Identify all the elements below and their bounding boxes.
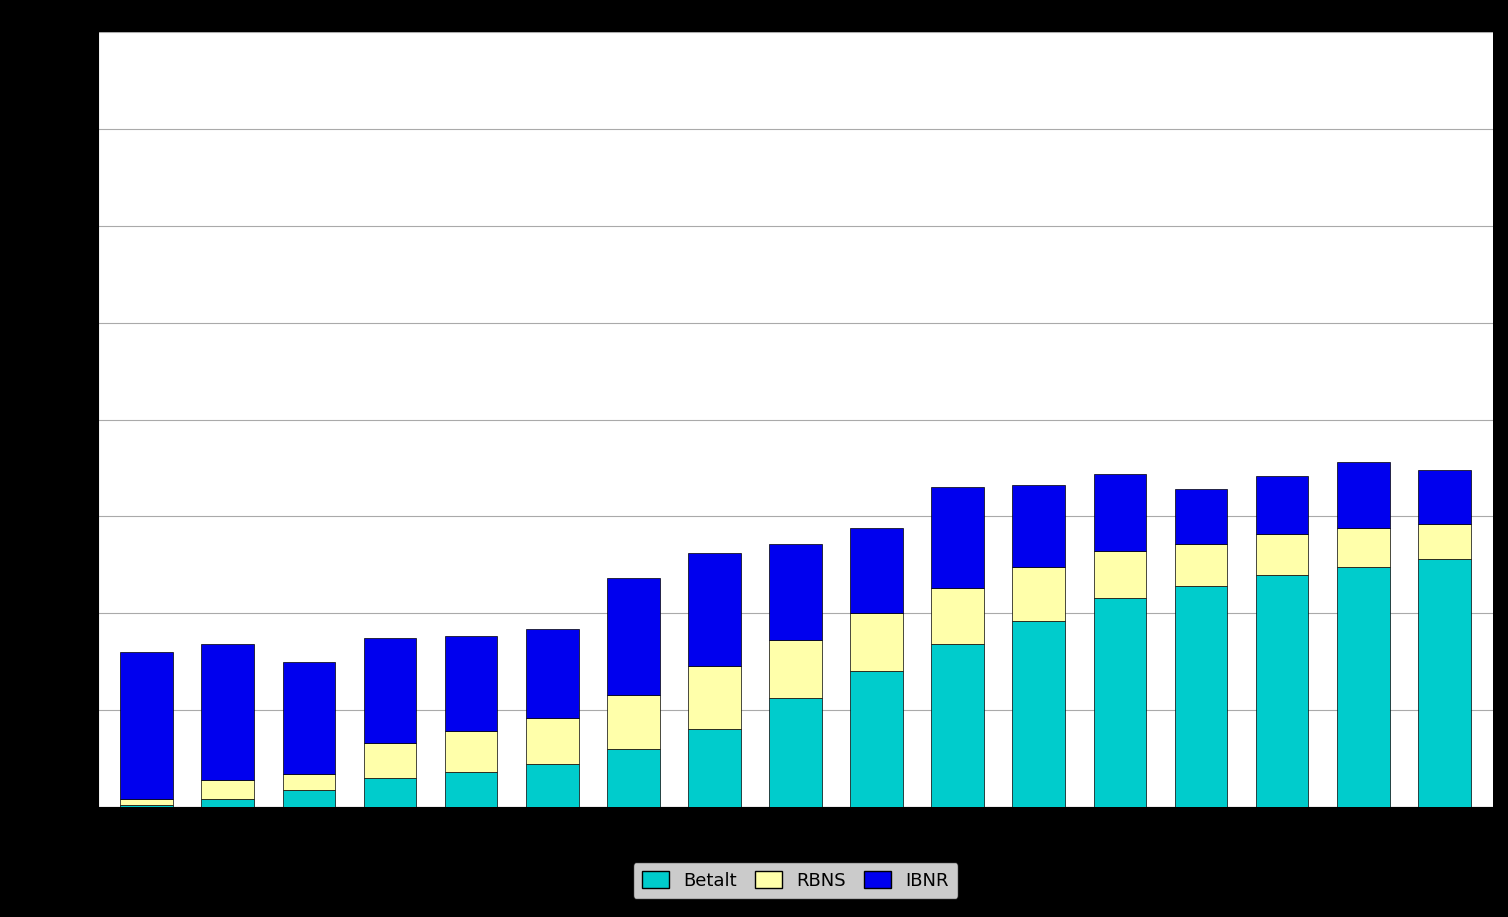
Bar — [282, 662, 335, 774]
Bar — [606, 749, 659, 807]
Bar — [769, 699, 822, 807]
Bar — [282, 790, 335, 807]
Bar — [932, 645, 985, 807]
Bar — [526, 629, 579, 718]
Bar — [121, 652, 173, 800]
Bar — [1175, 586, 1228, 807]
Bar — [363, 743, 416, 778]
Bar — [363, 778, 416, 807]
Bar — [282, 774, 335, 790]
Bar — [1175, 544, 1228, 586]
Bar — [121, 800, 173, 805]
Bar — [1418, 559, 1470, 807]
Bar — [1256, 476, 1309, 534]
Bar — [688, 730, 740, 807]
Bar — [1418, 525, 1470, 559]
Bar — [688, 553, 740, 666]
Bar — [851, 528, 903, 613]
Bar — [932, 588, 985, 645]
Bar — [606, 694, 659, 749]
Bar — [1336, 462, 1389, 528]
Bar — [526, 765, 579, 807]
Bar — [1012, 567, 1065, 621]
Bar — [932, 487, 985, 588]
Bar — [1256, 574, 1309, 807]
Bar — [445, 636, 498, 732]
Bar — [526, 718, 579, 765]
Bar — [202, 779, 255, 800]
Bar — [1175, 490, 1228, 544]
Bar — [121, 805, 173, 807]
Bar — [1012, 621, 1065, 807]
Bar — [1093, 598, 1146, 807]
Bar — [445, 772, 498, 807]
Bar — [1256, 534, 1309, 574]
Bar — [769, 640, 822, 699]
Bar — [1012, 485, 1065, 567]
Bar — [688, 666, 740, 730]
Bar — [202, 645, 255, 779]
Bar — [202, 800, 255, 807]
Bar — [363, 638, 416, 743]
Bar — [1093, 474, 1146, 551]
Bar — [769, 544, 822, 640]
Bar — [606, 579, 659, 694]
Legend: Betalt, RBNS, IBNR: Betalt, RBNS, IBNR — [633, 862, 958, 899]
Bar — [1336, 528, 1389, 567]
Bar — [851, 671, 903, 807]
Bar — [1336, 567, 1389, 807]
Bar — [1093, 551, 1146, 598]
Bar — [851, 613, 903, 671]
Bar — [445, 732, 498, 772]
Bar — [1418, 470, 1470, 525]
